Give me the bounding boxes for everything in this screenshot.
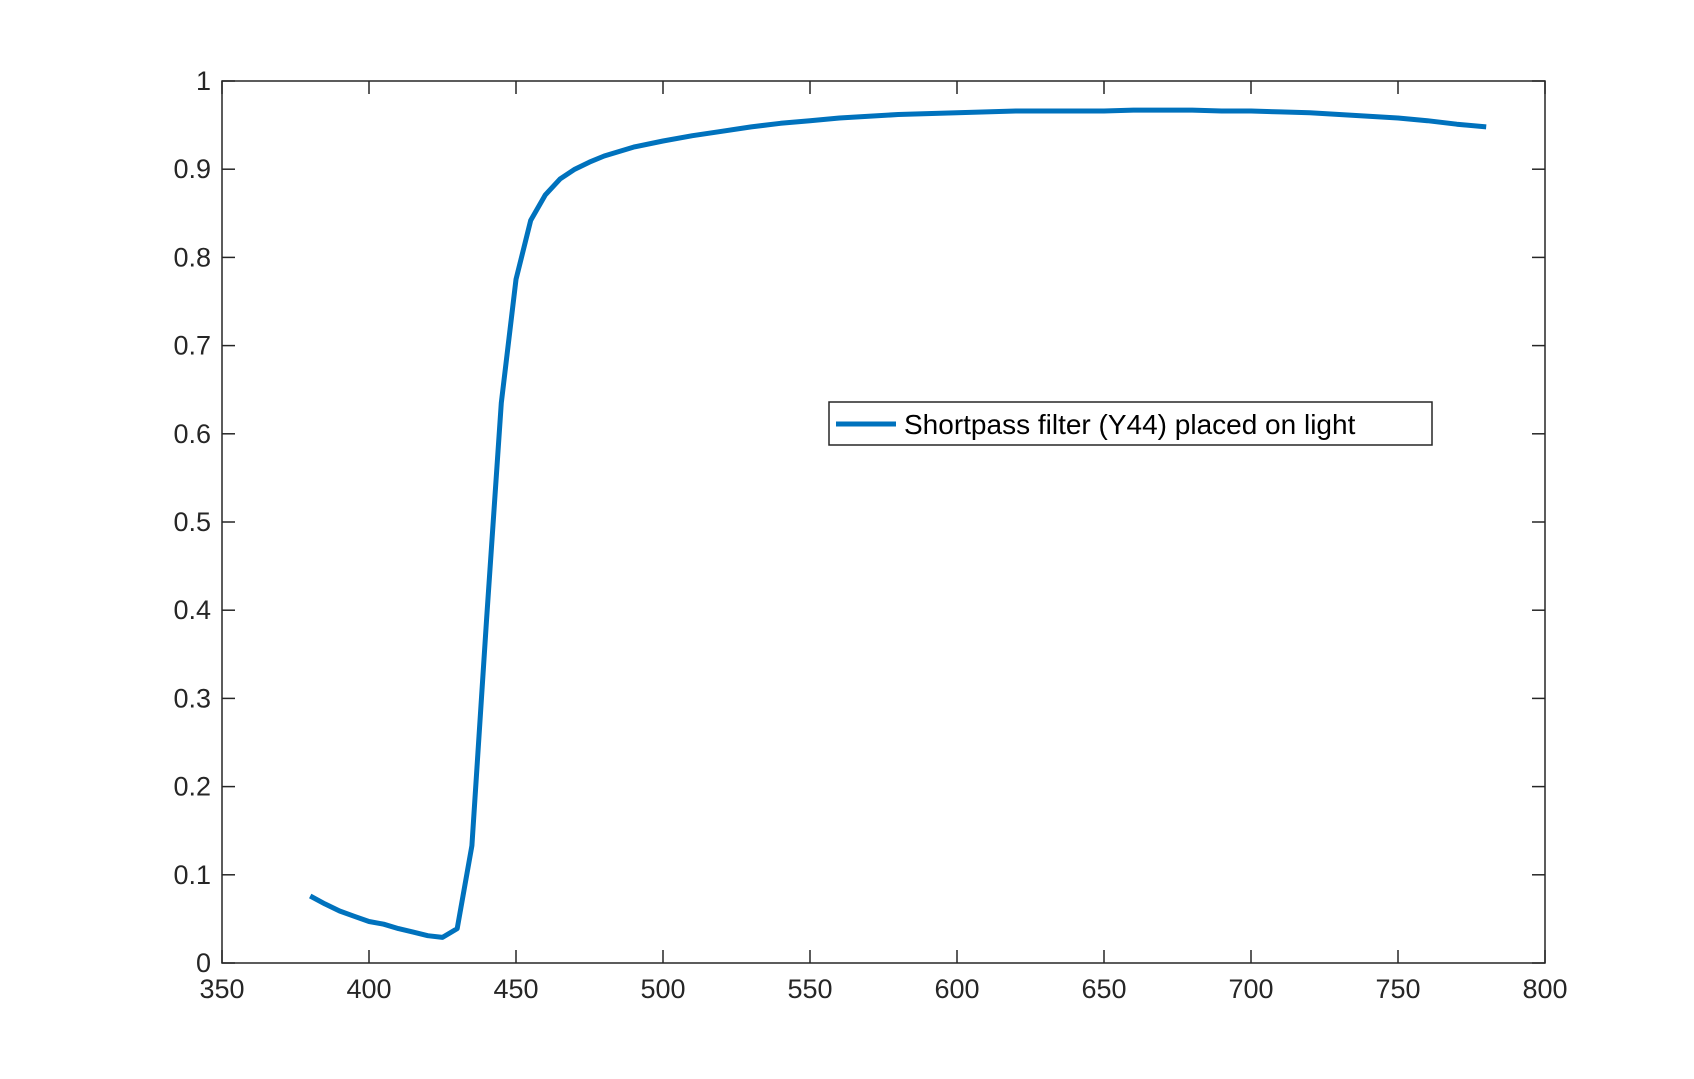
y-tick-label: 0.9 [173, 154, 211, 184]
series-layer [309, 107, 1487, 940]
y-tick-label: 0.8 [173, 242, 211, 272]
y-tick-label: 0.3 [173, 683, 211, 713]
y-tick-label: 0.7 [173, 331, 211, 361]
y-tick-label: 1 [196, 66, 211, 96]
legend-series-label: Shortpass filter (Y44) placed on light [904, 409, 1356, 440]
x-tick-label: 600 [934, 974, 979, 1004]
y-tick-label: 0 [196, 948, 211, 978]
x-tick-label: 800 [1522, 974, 1567, 1004]
plot-area [221, 80, 1546, 964]
x-tick-label: 500 [640, 974, 685, 1004]
x-tick-label: 700 [1228, 974, 1273, 1004]
legend: Shortpass filter (Y44) placed on light [828, 401, 1433, 446]
x-tick-label: 350 [199, 974, 244, 1004]
axis-ticks: 350 400 450 500 550 600 650 700 750 800 0 0.1 0.2 0.3… [173, 66, 1567, 1004]
x-tick-label: 450 [493, 974, 538, 1004]
x-tick-label: 750 [1375, 974, 1420, 1004]
y-tick-label: 0.6 [173, 419, 211, 449]
x-tick-label: 550 [787, 974, 832, 1004]
x-tick-label: 650 [1081, 974, 1126, 1004]
y-tick-label: 0.5 [173, 507, 211, 537]
legend-box [828, 401, 1433, 446]
y-tick-label: 0.4 [173, 595, 211, 625]
y-tick-label: 0.1 [173, 860, 211, 890]
x-tick-label: 400 [346, 974, 391, 1004]
series-line [309, 107, 1487, 940]
y-tick-label: 0.2 [173, 772, 211, 802]
